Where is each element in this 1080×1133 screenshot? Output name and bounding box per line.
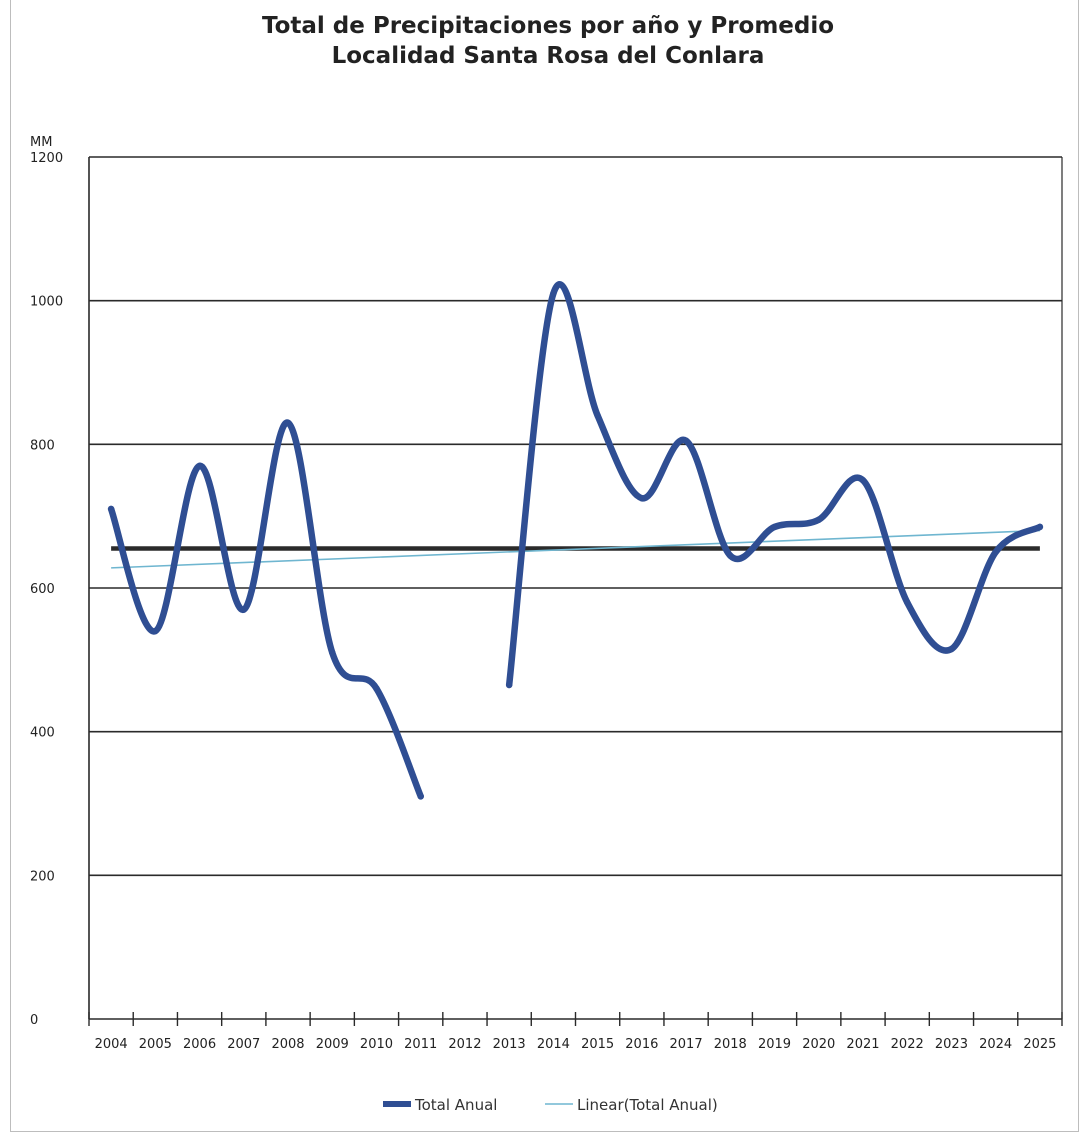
series-group — [107, 281, 1044, 800]
series-line-total-anual — [107, 419, 424, 800]
y-tick-label: 400 — [30, 726, 55, 741]
data-point-total-anual — [152, 627, 159, 635]
data-point-total-anual — [550, 290, 557, 297]
data-point-total-anual — [771, 523, 778, 531]
y-tick-label: 0 — [30, 1013, 38, 1028]
x-tick-labels: 2004 2005 2006 2007 2008 2009 2010 2011 2012 2013… — [95, 1037, 1057, 1052]
legend-label-total-anual: Total Anual — [414, 1096, 497, 1114]
y-tick-label: 800 — [30, 438, 55, 453]
data-point-total-anual — [727, 552, 734, 559]
y-tick-label: 1000 — [30, 295, 63, 310]
x-tick-label: 2015 — [581, 1037, 614, 1052]
data-point-total-anual — [815, 516, 822, 523]
x-tick-label: 2022 — [891, 1037, 924, 1052]
x-tick-label: 2025 — [1023, 1037, 1056, 1052]
x-tick-label: 2010 — [360, 1037, 393, 1052]
data-point-total-anual — [505, 681, 513, 689]
data-point-total-anual — [638, 495, 646, 502]
chart-frame — [10, 0, 1079, 1132]
x-tick-label: 2014 — [537, 1037, 570, 1052]
x-tick-label: 2007 — [227, 1037, 260, 1052]
x-tick-label: 2016 — [625, 1037, 658, 1052]
data-point-total-anual — [107, 505, 115, 513]
chart-title: Total de Precipitaciones por año y Prome… — [262, 13, 834, 39]
x-tick-label: 2018 — [714, 1037, 747, 1052]
x-tick-label: 2008 — [271, 1037, 304, 1052]
x-tick-label: 2009 — [316, 1037, 349, 1052]
series-line-total-anual — [505, 281, 1044, 689]
x-tick-label: 2012 — [448, 1037, 481, 1052]
legend: Total Anual Linear(Total Anual) — [383, 1096, 718, 1114]
data-point-total-anual — [859, 477, 867, 484]
data-point-total-anual — [417, 793, 424, 800]
y-tick-label: 600 — [30, 582, 55, 597]
grid-lines — [89, 156, 1062, 877]
x-tick-label: 2024 — [979, 1037, 1012, 1052]
chart-subtitle: Localidad Santa Rosa del Conlara — [332, 43, 765, 69]
axes — [88, 157, 1063, 1026]
x-tick-label: 2021 — [846, 1037, 879, 1052]
x-tick-label: 2013 — [493, 1037, 526, 1052]
x-tick-label: 2006 — [183, 1037, 216, 1052]
y-tick-label: 1200 — [30, 151, 63, 166]
x-tick-label: 2020 — [802, 1037, 835, 1052]
y-tick-label: 200 — [30, 869, 55, 884]
data-point-total-anual — [948, 645, 955, 653]
legend-label-linear: Linear(Total Anual) — [577, 1096, 718, 1114]
x-tick-label: 2004 — [95, 1037, 128, 1052]
data-point-total-anual — [682, 437, 690, 444]
x-tick-label: 2019 — [758, 1037, 791, 1052]
y-axis-unit-label: MM — [30, 135, 52, 150]
data-point-total-anual — [196, 462, 203, 470]
data-point-total-anual — [373, 685, 380, 692]
data-point-total-anual — [594, 412, 601, 419]
data-point-total-anual — [329, 649, 336, 656]
x-tick-label: 2005 — [139, 1037, 172, 1052]
data-point-total-anual — [1036, 523, 1044, 531]
x-tick-label: 2023 — [935, 1037, 968, 1052]
y-tick-labels: 0 200 400 600 800 1000 1200 — [30, 151, 63, 1028]
data-point-total-anual — [240, 606, 247, 613]
data-point-total-anual — [904, 599, 911, 606]
x-tick-label: 2011 — [404, 1037, 437, 1052]
x-tick-label: 2017 — [670, 1037, 703, 1052]
data-point-total-anual — [284, 419, 292, 426]
data-point-total-anual — [992, 548, 999, 556]
